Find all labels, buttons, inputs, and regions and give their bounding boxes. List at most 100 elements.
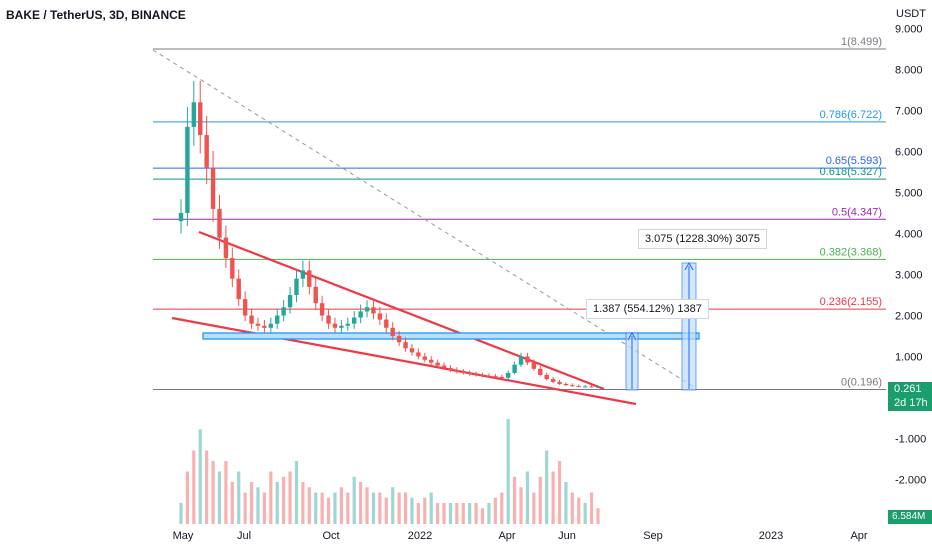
- candle-body: [403, 342, 408, 349]
- x-tick-label: Sep: [643, 530, 663, 542]
- x-tick-label: Apr: [498, 530, 515, 542]
- falling-wedge-lower-line[interactable]: [171, 316, 637, 406]
- volume-bar: [455, 503, 459, 524]
- volume-bar: [570, 492, 574, 524]
- candle-body: [339, 325, 344, 328]
- candle-body: [223, 237, 229, 259]
- candle-body: [364, 307, 370, 312]
- support-zone[interactable]: [202, 332, 700, 340]
- price-axis[interactable]: 9.000 8.000 7.000 6.000 5.000 4.000 3.000 2.000…: [895, 24, 926, 487]
- volume-bar: [410, 497, 414, 524]
- candle-body: [307, 270, 312, 287]
- volume-bar: [429, 492, 433, 524]
- volume-bar: [378, 492, 382, 524]
- volume-bar: [564, 482, 568, 524]
- volume-bar: [397, 492, 401, 524]
- symbol-title[interactable]: BAKE / TetherUS, 3D, BINANCE: [6, 8, 186, 22]
- candle-body: [467, 372, 472, 375]
- y-tick-label: 8.000: [895, 65, 923, 77]
- countdown-badge: 2d 17h: [888, 396, 932, 411]
- candle-body: [262, 325, 267, 328]
- candle-body: [185, 126, 190, 213]
- candle-body: [191, 102, 197, 127]
- candle-body: [332, 323, 338, 328]
- candle-body: [486, 375, 492, 377]
- volume-bar: [365, 487, 369, 524]
- volume-bar: [262, 492, 266, 524]
- y-tick-label: 3.000: [895, 270, 923, 282]
- candle-body: [313, 286, 318, 304]
- volume-bar: [217, 471, 222, 524]
- y-tick-label: -1.000: [895, 434, 926, 446]
- volume-bar: [525, 471, 530, 524]
- measure-label-2: 3.075 (1228.30%) 3075: [638, 229, 767, 249]
- fib-level-label: 0.382(3.368): [820, 246, 882, 258]
- volume-bar: [391, 487, 395, 524]
- y-tick-label: 5.000: [895, 188, 923, 200]
- candle-body: [576, 386, 581, 388]
- y-tick-label: 2.000: [895, 311, 923, 323]
- x-tick-label: 2022: [408, 530, 432, 542]
- trendlines[interactable]: [152, 49, 695, 406]
- volume-bar: [500, 492, 504, 524]
- volume-bar: [403, 492, 408, 524]
- volume-bar: [314, 492, 318, 524]
- candle-body: [210, 167, 216, 209]
- candles: [178, 80, 601, 388]
- candle-body: [249, 315, 254, 324]
- volume-bar: [480, 508, 485, 524]
- candle-body: [493, 376, 498, 378]
- time-axis[interactable]: May Jul Oct 2022 Apr Jun Sep 2023 Apr: [173, 530, 868, 542]
- x-tick-label: 2023: [759, 530, 783, 542]
- x-tick-label: Jul: [237, 530, 251, 542]
- volume-bar: [288, 471, 292, 524]
- candle-body: [358, 311, 363, 318]
- measure-arrow-head-1: [627, 331, 637, 341]
- volume-bar: [205, 450, 209, 524]
- candle-body: [461, 371, 466, 373]
- volume-bar: [198, 429, 202, 524]
- candle-body: [531, 362, 537, 369]
- volume-bar: [307, 487, 311, 524]
- candle-body: [512, 364, 517, 373]
- price-range-measures[interactable]: [625, 261, 697, 391]
- volume-bar: [352, 476, 356, 524]
- volume-bar: [371, 492, 376, 524]
- fib-level-label: 0(0.196): [841, 376, 882, 388]
- volume-bar: [384, 497, 388, 524]
- volume-bar: [333, 492, 337, 524]
- volume-bar: [320, 492, 324, 524]
- candle-body: [255, 323, 261, 326]
- volume-bar: [237, 471, 241, 524]
- candle-body: [518, 356, 524, 365]
- volume-bar: [589, 492, 594, 524]
- fibonacci-retracement[interactable]: 1(8.499) 0.786(6.722) 0.65(5.593)0.618(5.3…: [153, 36, 886, 390]
- candle-body: [287, 295, 293, 308]
- candle-body: [499, 377, 504, 378]
- dashed-diagonal-line[interactable]: [152, 49, 695, 388]
- currency-label: USDT: [896, 8, 926, 20]
- candle-body: [563, 383, 569, 386]
- candle-body: [384, 319, 389, 328]
- fib-level-label: 0.236(2.155): [820, 296, 882, 308]
- support-rectangle[interactable]: [202, 332, 700, 340]
- volume-bar: [269, 471, 273, 524]
- volume-bar: [513, 476, 517, 524]
- volume-bar: [192, 450, 196, 524]
- candle-body: [371, 307, 376, 314]
- volume-bar: [493, 497, 497, 524]
- y-tick-label: -2.000: [895, 475, 926, 487]
- candle-body: [505, 372, 511, 378]
- candle-body: [352, 317, 357, 324]
- x-tick-label: Apr: [850, 530, 867, 542]
- candle-body: [409, 348, 415, 353]
- volume-bar: [243, 492, 247, 524]
- candle-body: [326, 315, 331, 324]
- candle-body: [275, 315, 280, 324]
- candle-body: [268, 323, 274, 328]
- candle-body: [557, 381, 562, 384]
- x-tick-label: May: [173, 530, 194, 542]
- falling-wedge-upper-line[interactable]: [198, 230, 605, 391]
- volume-bar: [301, 482, 305, 524]
